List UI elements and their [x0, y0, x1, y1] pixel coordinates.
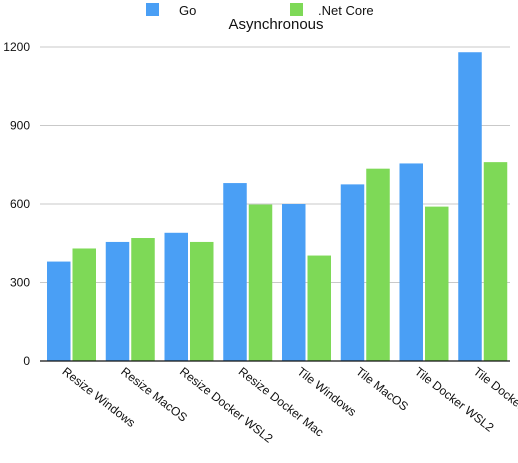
- y-tick-label: 300: [10, 276, 30, 290]
- bar-go-7: [458, 52, 482, 361]
- legend-swatch-go: [146, 3, 159, 16]
- bar-net-core-2: [190, 241, 214, 361]
- bar-go-0: [47, 261, 71, 361]
- y-axis-ticks: 0 300 600 900 1200: [3, 40, 30, 368]
- y-tick-label: 600: [10, 197, 30, 211]
- bar-net-core-6: [425, 206, 449, 361]
- bar-net-core-0: [72, 248, 96, 361]
- y-tick-label: 1200: [3, 40, 30, 54]
- bar-net-core-3: [248, 204, 273, 361]
- legend: Go .Net Core: [146, 3, 374, 18]
- bar-go-3: [223, 183, 247, 361]
- chart-title: Asynchronous: [228, 16, 323, 33]
- bar-go-5: [340, 184, 365, 361]
- bar-go-2: [164, 232, 188, 361]
- legend-label-net-core: .Net Core: [318, 3, 374, 18]
- bars: [47, 52, 508, 361]
- bar-net-core-5: [366, 168, 390, 361]
- bar-net-core-1: [131, 238, 155, 361]
- legend-swatch-net-core: [290, 3, 303, 16]
- x-category-label: Tile MacOS: [353, 364, 411, 413]
- bar-go-6: [399, 163, 423, 361]
- bar-go-1: [105, 241, 130, 361]
- bar-net-core-7: [483, 162, 508, 361]
- y-tick-label: 900: [10, 119, 30, 133]
- legend-label-go: Go: [179, 3, 196, 18]
- bar-net-core-4: [307, 255, 331, 361]
- bar-go-4: [282, 204, 306, 361]
- y-tick-label: 0: [23, 354, 30, 368]
